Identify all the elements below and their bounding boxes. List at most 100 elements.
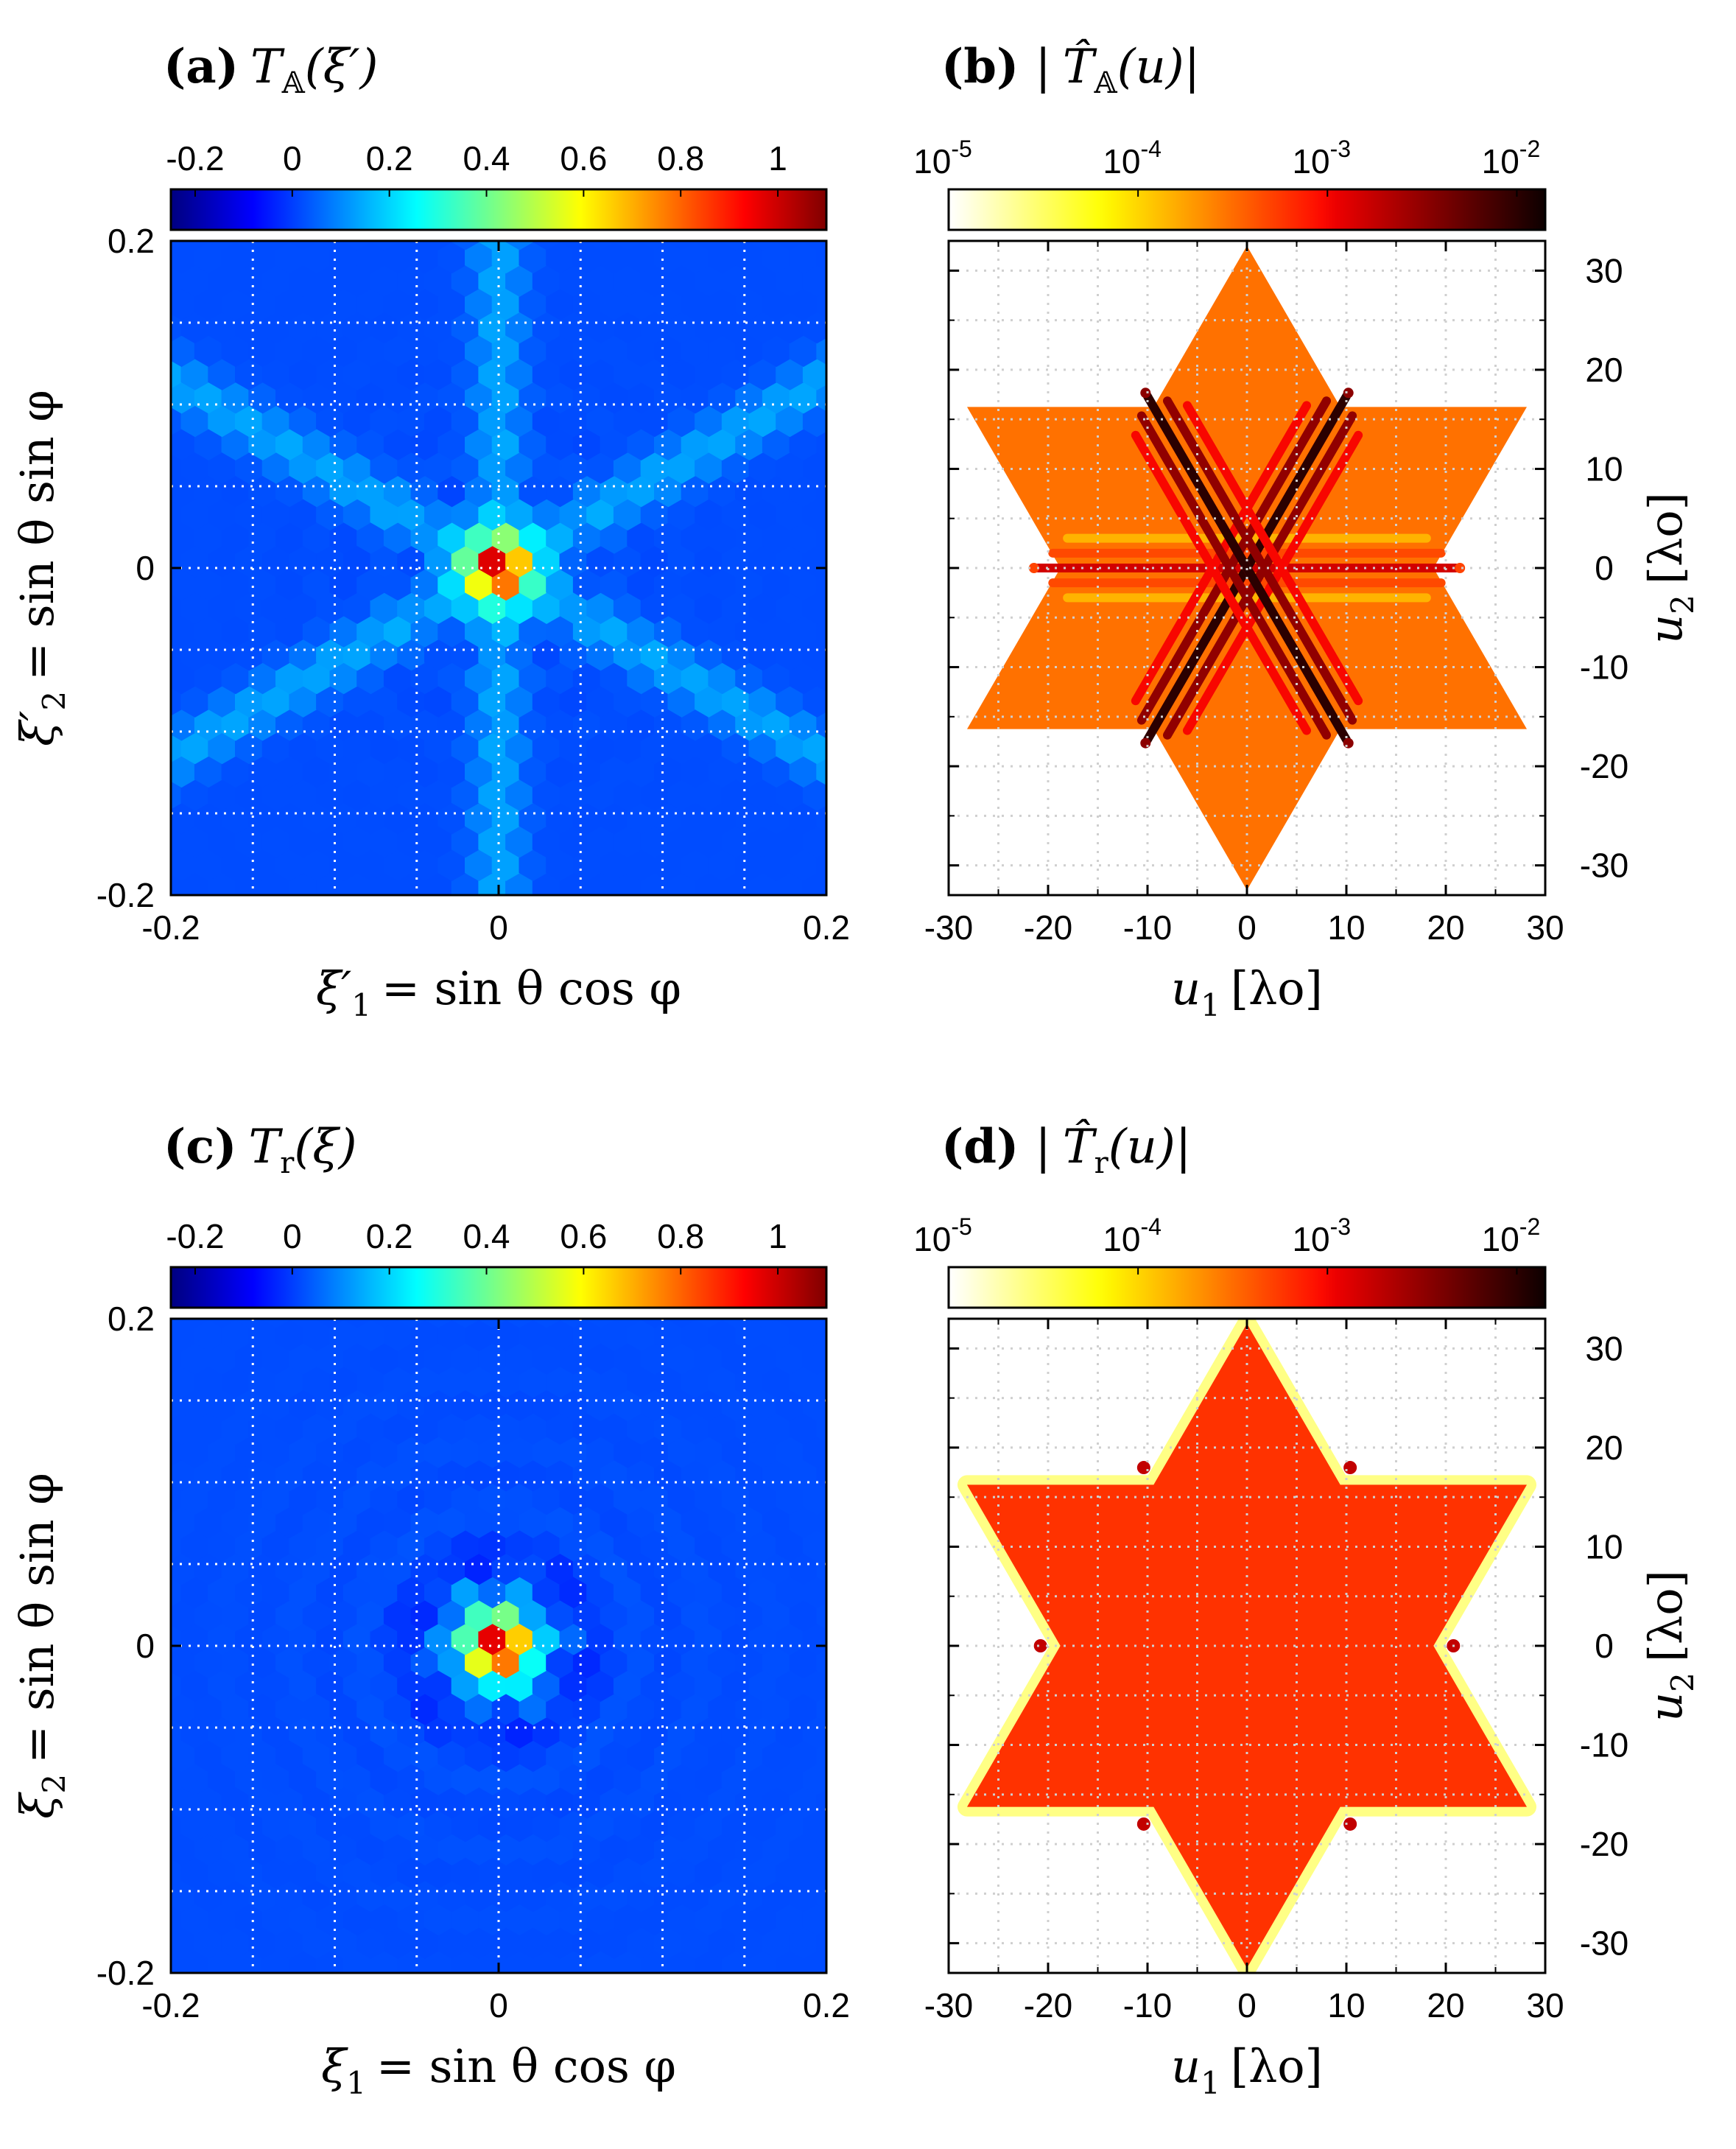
field-cell [532, 684, 561, 718]
field-cell [816, 1742, 826, 1770]
colorbar-tick-label: 0.8 [657, 139, 704, 178]
field-cell [627, 614, 656, 648]
field-cell [275, 895, 304, 928]
field-cell [424, 1575, 453, 1609]
colorbar-tick-label: 0.2 [366, 139, 413, 178]
field-cell [289, 1435, 317, 1468]
field-cell [171, 827, 183, 856]
field-cell [600, 614, 629, 648]
field-cell [654, 802, 683, 835]
field-cell [586, 591, 615, 624]
field-cell [397, 1342, 426, 1375]
field-cell [370, 1575, 399, 1609]
field-cell [721, 241, 751, 250]
field-cell [171, 1832, 196, 1866]
x-tick-label: 20 [1427, 1986, 1464, 2024]
field-cell [302, 708, 331, 741]
field-cell [748, 1319, 778, 1328]
field-cell [613, 684, 642, 718]
field-cell [559, 591, 588, 624]
field-cell [802, 497, 826, 531]
field-cell [141, 1552, 169, 1585]
field-cell [342, 1949, 372, 1973]
field-cell [505, 241, 534, 250]
field-cell [519, 521, 547, 554]
field-cell [505, 824, 534, 858]
field-cell [208, 1949, 236, 1973]
field-cell [600, 1879, 629, 1913]
field-cell [667, 872, 696, 895]
field-cell [789, 614, 818, 648]
field-cell [171, 359, 183, 389]
field-cell [180, 1622, 210, 1655]
field-cell [546, 754, 574, 788]
field-cell [559, 497, 588, 531]
field-cell [762, 287, 791, 320]
field-cell [802, 824, 826, 858]
field-cell [302, 334, 331, 368]
field-cell [329, 381, 358, 414]
field-cell [613, 1716, 642, 1749]
field-cell [735, 848, 764, 881]
field-cell [370, 404, 399, 438]
field-cell [776, 1949, 804, 1973]
field-cell [802, 1342, 826, 1375]
colorbar-tick-label: 0.4 [463, 1217, 510, 1255]
field-cell [532, 544, 561, 578]
field-cell [383, 427, 412, 460]
notch-dot [1136, 1461, 1150, 1475]
field-cell [654, 287, 683, 320]
field-cell [586, 1622, 615, 1655]
field-cell [572, 1459, 602, 1492]
x-tick-label: -10 [1123, 908, 1172, 947]
x-axis-label: u1 [λo] [1171, 961, 1323, 1023]
field-cell [478, 1669, 507, 1702]
field-cell [586, 684, 615, 718]
field-cell [356, 427, 385, 460]
field-cell [221, 241, 250, 274]
field-cell [383, 1786, 412, 1819]
field-cell [465, 1692, 493, 1725]
field-cell [559, 1388, 588, 1422]
field-cell [370, 1762, 399, 1795]
field-cell [776, 684, 804, 718]
field-cell [356, 1692, 385, 1725]
field-cell [721, 264, 751, 297]
y-axis-label: u2[λo] [1639, 1570, 1701, 1722]
field-cell [141, 334, 169, 367]
field-cell [708, 848, 737, 881]
field-cell [654, 1832, 683, 1866]
field-cell [789, 1645, 818, 1679]
field-cell [248, 1599, 277, 1632]
field-cell [451, 778, 480, 811]
field-cell [762, 1365, 791, 1398]
field-cell [208, 404, 236, 438]
field-cell [762, 1459, 791, 1492]
field-cell [275, 241, 304, 274]
field-cell [776, 310, 804, 344]
field-cell [437, 1692, 466, 1725]
field-cell [248, 567, 277, 601]
field-cell [667, 241, 696, 250]
field-cell [505, 264, 534, 297]
field-cell [654, 334, 683, 368]
field-cell [708, 754, 737, 788]
colorbar: -0.2 0 0.2 0.4 0.6 0.8 1 [166, 1217, 828, 1309]
colorbar: 10-5 10-4 10-3 10-2 [913, 1213, 1547, 1309]
field-cell [289, 684, 317, 718]
field-cell [397, 872, 426, 895]
field-cell [424, 264, 453, 297]
field-cell [505, 1342, 534, 1375]
field-cell [356, 1459, 385, 1492]
field-cell [275, 1552, 304, 1585]
field-cell [302, 1692, 331, 1725]
field-cell [762, 427, 791, 460]
field-cell [546, 1505, 574, 1538]
field-cell [180, 1856, 210, 1889]
field-cell [221, 1739, 250, 1773]
field-cell [613, 591, 642, 624]
field-cell [735, 1786, 764, 1819]
field-cell [171, 686, 183, 716]
field-cell [397, 264, 426, 297]
field-cell [802, 591, 826, 624]
